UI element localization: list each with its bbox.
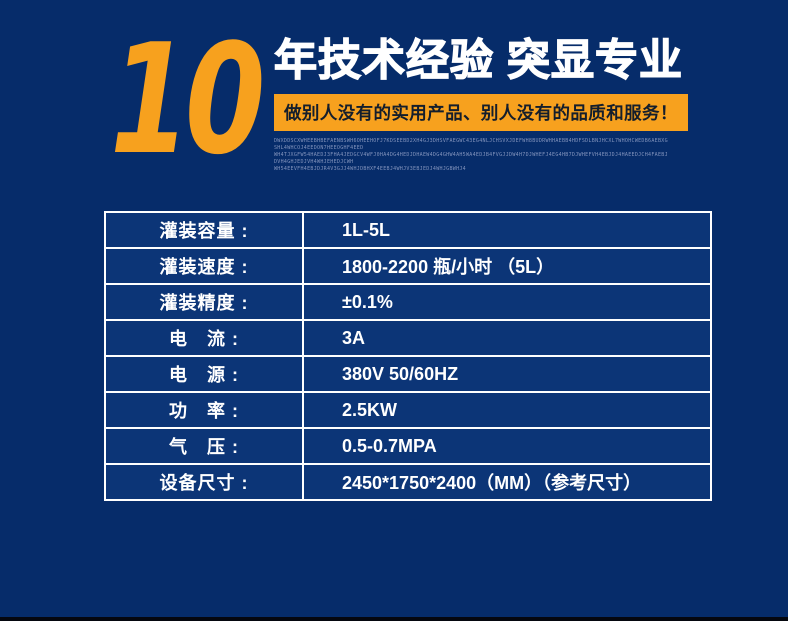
spec-value: 2.5KW — [302, 391, 712, 429]
spec-table: 灌装容量 : 1L-5L 灌装速度 : 1800-2200 瓶/小时 （5L） … — [104, 211, 712, 501]
spec-label: 电 流 : — [104, 319, 304, 357]
spec-value: 3A — [302, 319, 712, 357]
spec-value: 1800-2200 瓶/小时 （5L） — [302, 247, 712, 285]
spec-value: 1L-5L — [302, 211, 712, 249]
decorative-micro-text: DWXDDSCXWHEEBHBEFAENBSWH6OHEEHOFJ7KDSEEB… — [274, 138, 669, 173]
table-row: 电 源 : 380V 50/60HZ — [104, 355, 712, 393]
spec-label: 气 压 : — [104, 427, 304, 465]
spec-label: 灌装速度 : — [104, 247, 304, 285]
spec-label: 灌装容量 : — [104, 211, 304, 249]
table-row: 电 流 : 3A — [104, 319, 712, 357]
table-row: 设备尺寸 : 2450*1750*2400（MM）（参考尺寸） — [104, 463, 712, 501]
micro-text-line: DWXDDSCXWHEEBHBEFAENBSWH6OHEEHOFJ7KDSEEB… — [274, 138, 668, 152]
spec-label: 电 源 : — [104, 355, 304, 393]
spec-value: ±0.1% — [302, 283, 712, 321]
spec-label: 灌装精度 : — [104, 283, 304, 321]
hero-text-block: 年技术经验 突显专业 做别人没有的实用产品、别人没有的品质和服务！ DWXDDS… — [273, 37, 714, 173]
spec-value: 0.5-0.7MPA — [302, 427, 712, 465]
bottom-edge-strip — [0, 617, 788, 621]
big-number-10: 10 — [110, 11, 265, 188]
spec-label: 设备尺寸 : — [104, 463, 304, 501]
table-row: 灌装容量 : 1L-5L — [104, 211, 712, 249]
table-row: 气 压 : 0.5-0.7MPA — [104, 427, 712, 465]
micro-text-line: WH54EEVFH4EBJDJR4V3GJJ4WHJDBHXF4EEBJ4WHJ… — [274, 166, 466, 173]
spec-value: 2450*1750*2400（MM）（参考尺寸） — [302, 463, 712, 501]
spec-label: 功 率 : — [104, 391, 304, 429]
spec-value: 380V 50/60HZ — [302, 355, 712, 393]
table-row: 灌装精度 : ±0.1% — [104, 283, 712, 321]
table-row: 功 率 : 2.5KW — [104, 391, 712, 429]
banner-ribbon: 做别人没有的实用产品、别人没有的品质和服务！ — [274, 94, 688, 132]
micro-text-line: WH4TJXGFW54HAEDJ3FHA4JEDGCV4WFJ0HA4DG4HE… — [274, 152, 668, 166]
table-row: 灌装速度 : 1800-2200 瓶/小时 （5L） — [104, 247, 712, 285]
headline: 年技术经验 突显专业 — [273, 37, 683, 86]
